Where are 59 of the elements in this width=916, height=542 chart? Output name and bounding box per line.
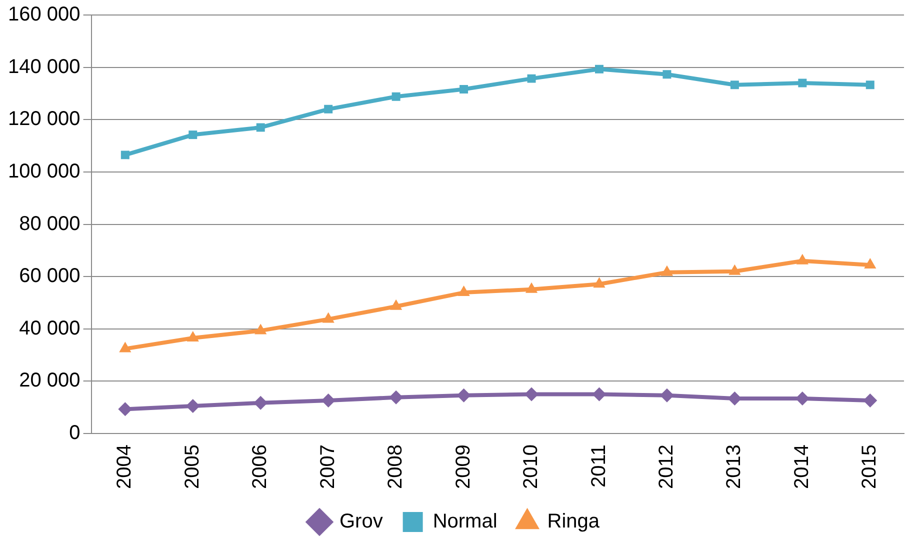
y-tick-label: 100 000 (8, 160, 80, 182)
y-tick-label: 0 (69, 422, 80, 444)
y-tick-label: 20 000 (19, 370, 80, 392)
point (390, 299, 402, 310)
point (527, 74, 536, 83)
y-tick-label: 160 000 (8, 4, 80, 26)
point (118, 402, 132, 416)
legend-label: Grov (339, 510, 383, 533)
y-tick-label: 80 000 (19, 212, 80, 235)
point (188, 130, 198, 140)
x-tick-label: 2006 (249, 444, 272, 490)
point (324, 104, 333, 114)
point (525, 282, 538, 293)
x-tick-label: 2008 (384, 444, 407, 490)
point (186, 399, 200, 414)
point (524, 387, 539, 402)
point (460, 85, 468, 94)
point (728, 391, 742, 406)
point (660, 388, 674, 402)
point (458, 286, 470, 296)
point (594, 64, 604, 74)
point (863, 394, 878, 408)
y-tick-label: 120 000 (8, 108, 80, 130)
x-tick-label: 2014 (790, 444, 813, 490)
point (662, 70, 672, 79)
x-tick-label: 2004 (114, 444, 136, 490)
point (592, 387, 606, 402)
point (321, 394, 336, 408)
x-tick-label: 2012 (655, 444, 678, 490)
point (119, 342, 132, 352)
point (660, 265, 674, 276)
point (254, 396, 268, 410)
point (456, 388, 471, 402)
y-tick-label: 40 000 (19, 317, 80, 340)
point (730, 80, 739, 90)
x-tick-label: 2013 (723, 444, 746, 490)
legend-label: Ringa (547, 510, 600, 533)
point (798, 78, 807, 88)
point (864, 258, 876, 269)
x-tick-label: 2009 (452, 444, 474, 490)
x-tick-label: 2015 (858, 444, 881, 490)
point (392, 92, 400, 101)
y-tick-label: 140 000 (8, 56, 80, 78)
point (322, 312, 334, 323)
point (593, 277, 606, 288)
point (254, 324, 267, 334)
point (866, 80, 874, 90)
y-tick-label: 60 000 (19, 265, 80, 288)
x-tick-label: 2011 (588, 444, 610, 488)
point (120, 150, 130, 160)
x-tick-label: 2005 (181, 444, 204, 490)
point (796, 254, 808, 264)
x-tick-label: 2007 (316, 444, 339, 490)
point (728, 264, 741, 275)
legend-label: Normal (432, 510, 498, 533)
point (256, 123, 265, 132)
x-tick-label: 2010 (520, 444, 542, 490)
point (389, 390, 404, 404)
point (186, 331, 199, 342)
